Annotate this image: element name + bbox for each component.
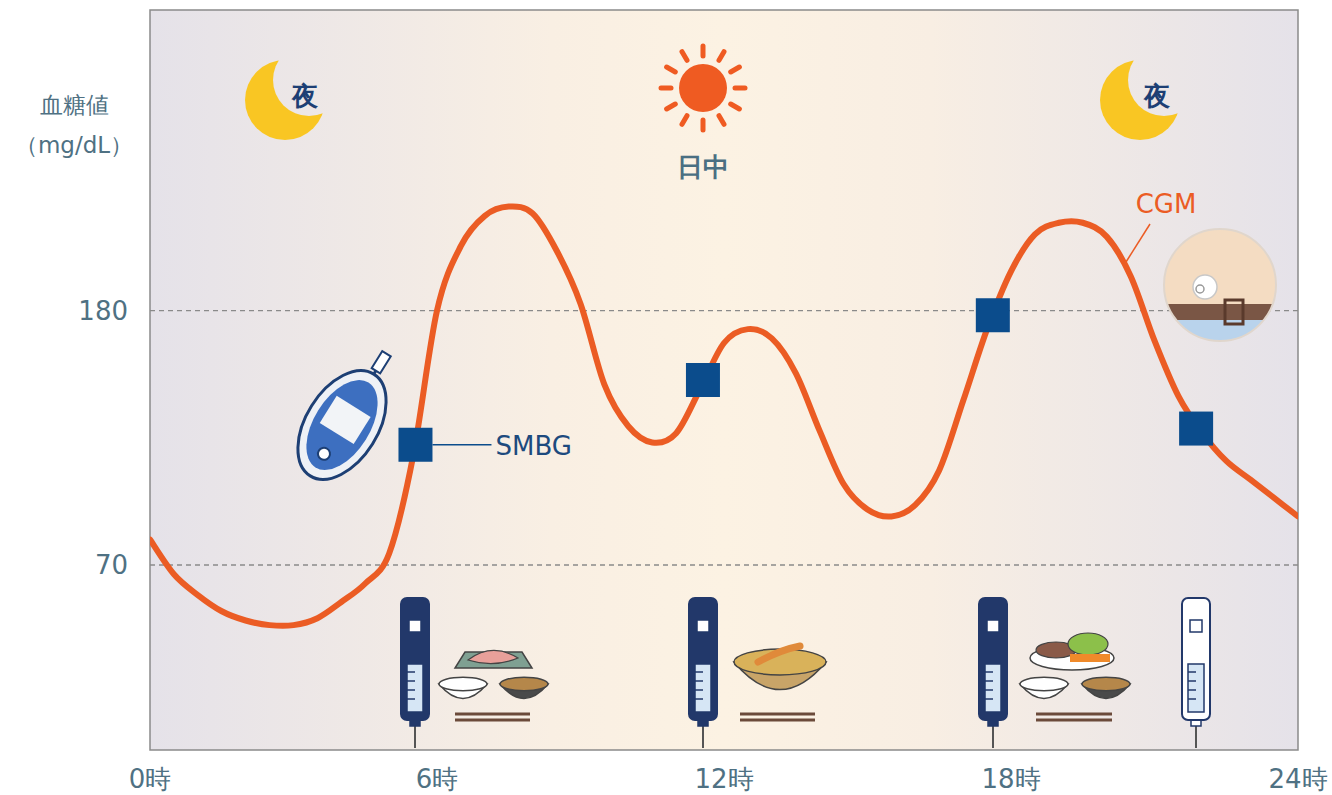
annotation: 夜 [1143,81,1170,111]
carrot-icon [1070,654,1110,662]
bowl-icon [439,677,487,698]
fish-icon [468,650,518,663]
bowl-icon [1082,677,1130,698]
moon-icon [240,55,330,145]
sun-icon [679,64,727,112]
sun-ray [731,104,740,109]
leader-line [432,444,491,446]
series-label: SMBG [495,431,571,461]
x-tick-label: 6時 [416,764,459,794]
insulin-pen-icon [401,598,429,748]
series-label: CGM [1136,189,1197,219]
sun-ray [731,67,740,72]
grid-line [150,564,1298,565]
tempura-icon [758,646,800,662]
chopsticks-icon [1036,719,1112,722]
y-tick-label: 180 [78,296,128,326]
chart: 夜日中 夜 70 180 0時 6時 12時 18時 24時 血糖値 （mg/dL） CGM SMBG [0,0,1332,795]
annotation: 日中 [677,152,729,182]
cgm-sensor-icon [1160,225,1280,348]
sun-ray [661,86,671,91]
y-axis-title: 血糖値 [40,92,109,118]
insulin-pen-icon [689,598,717,748]
chopsticks-icon [1036,713,1112,716]
x-tick-label: 18時 [981,764,1040,794]
bowl-icon [1020,677,1068,698]
data-layer [150,206,1298,625]
glucometer-icon [280,335,417,495]
sky-icons [240,46,1185,145]
x-tick-label: 12時 [694,764,753,794]
smbg-point [976,298,1010,332]
chopsticks-icon [740,719,815,722]
chopsticks-icon [740,713,815,716]
sun-ray [735,86,745,91]
annotation: 夜 [291,81,318,111]
grid-line [150,310,1298,311]
chopsticks-icon [455,713,530,716]
y-axis-title: （mg/dL） [15,132,133,158]
y-tick-label: 70 [95,550,128,580]
sun-ray [701,46,706,56]
smbg-point [686,363,720,397]
moon-icon [1095,55,1185,145]
plot-area [150,10,1298,750]
sun-ray [701,120,706,130]
smbg-point [1179,412,1213,446]
sun-ray [682,52,687,61]
insulin-pen-icon [1182,598,1210,748]
x-tick-label: 24時 [1268,764,1327,794]
smbg-point [398,428,432,462]
sun-ray [719,52,724,61]
sun-ray [667,67,676,72]
insulin-pen-icon [979,598,1007,748]
cgm-line [150,206,1298,625]
bowl-icon [500,677,548,698]
sun-ray [719,116,724,125]
x-tick-label: 0時 [129,764,172,794]
sensor-ring [1164,229,1276,341]
sun-ray [667,104,676,109]
leader-line [1126,224,1150,262]
chopsticks-icon [455,719,530,722]
salad-icon [1068,633,1108,655]
sun-ray [682,116,687,125]
